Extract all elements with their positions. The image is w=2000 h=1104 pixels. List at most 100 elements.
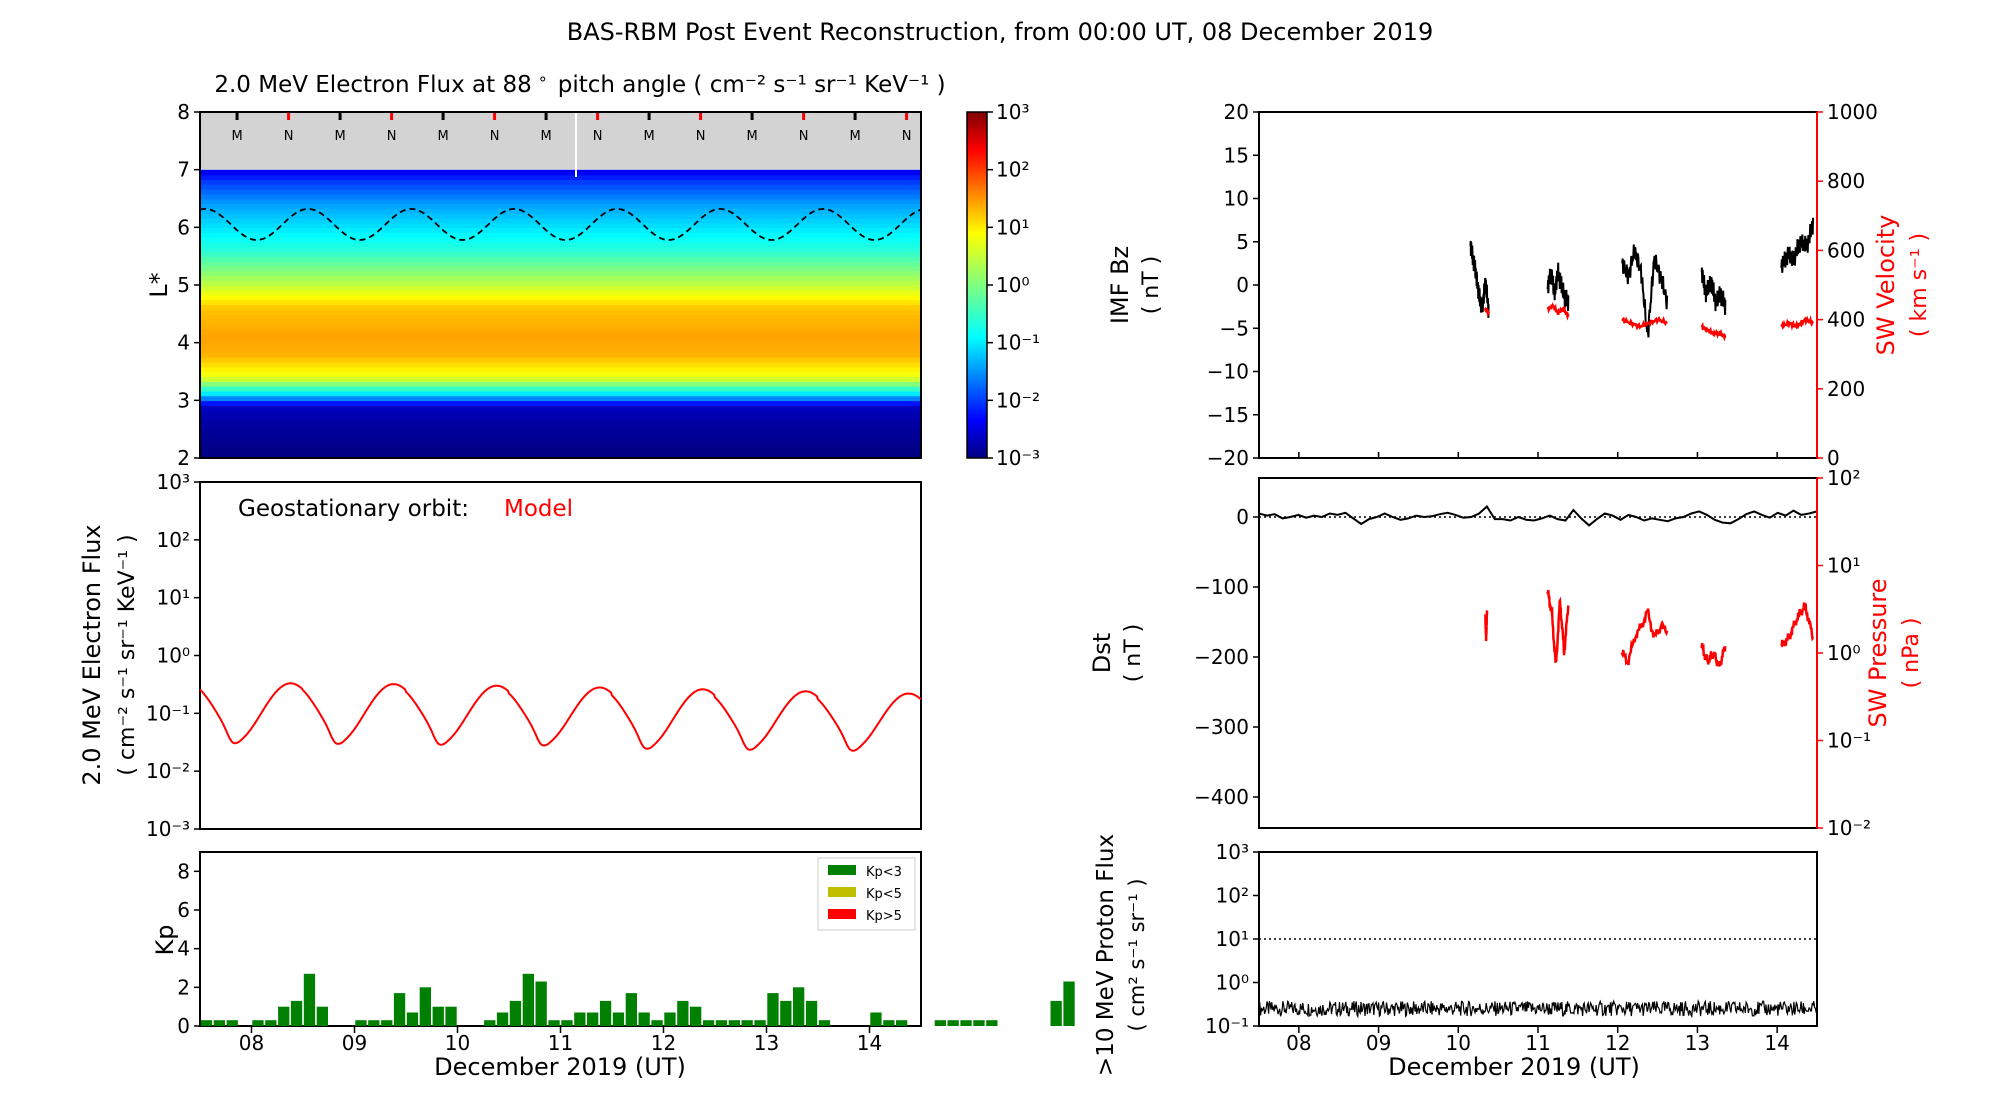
pressure-y-tick-label: 10⁰: [1827, 641, 1860, 665]
proton-axes: [1258, 851, 1818, 1027]
geo-y-tick-label: 10¹: [157, 586, 190, 610]
pressure-y-label-1: SW Pressure: [1864, 578, 1892, 727]
imf-y-label-2: ( nT ): [1139, 256, 1164, 315]
orbit-marker-label: N: [902, 129, 912, 144]
heatmap-row: [200, 280, 921, 286]
velocity-y-tick-label: 0: [1827, 446, 1840, 470]
heatmap-row: [200, 246, 921, 253]
dst-y-label-2: ( nT ): [1121, 624, 1146, 683]
proton-x-tick-label: 12: [1605, 1031, 1630, 1055]
proton-x-tick-label: 13: [1685, 1031, 1710, 1055]
heatmap-row: [200, 342, 921, 349]
heatmap-row: [200, 208, 921, 214]
dst-line: [1258, 504, 1818, 527]
geo-y-tick-label: 10⁻³: [146, 817, 190, 841]
heatmap-row: [200, 352, 921, 358]
orbit-marker-label: M: [334, 129, 345, 144]
colorbar: [966, 111, 988, 459]
heatmap-row: [200, 318, 921, 325]
proton-y-label-2: ( cm² s⁻¹ sr⁻¹ ): [1125, 878, 1149, 1031]
heatmap-row: [200, 169, 921, 176]
kp-y-ticks: 0 2 4 6 8: [177, 859, 200, 1038]
heatmap-row: [200, 261, 921, 267]
pressure-y-label-2: ( nPa ): [1899, 618, 1924, 689]
heatmap-row: [200, 328, 921, 334]
colorbar-tick-label: 10³: [996, 100, 1029, 124]
velocity-y-tick-label: 200: [1827, 377, 1865, 401]
left-x-label: December 2019 (UT): [434, 1053, 686, 1081]
kp-bar: [252, 1020, 264, 1026]
orbit-marker-label: M: [231, 129, 242, 144]
imf-y-label-1: IMF Bz: [1106, 246, 1134, 324]
kp-y-label: Kp: [151, 925, 179, 956]
proton-flux-line: [1258, 999, 1818, 1019]
proton-y-tick-label: 10²: [1216, 884, 1249, 908]
heatmap-row: [200, 333, 921, 339]
velocity-y-label-2: ( km s⁻¹ ): [1907, 233, 1932, 337]
kp-y-tick-label: 2: [177, 975, 190, 999]
heatmap-row: [200, 251, 921, 257]
kp-bar: [484, 1020, 496, 1026]
kp-x-tick-label: 13: [754, 1031, 779, 1055]
orbit-marker-label: N: [696, 129, 706, 144]
orbit-marker-label: N: [387, 129, 397, 144]
heatmap-row: [200, 371, 921, 378]
kp-bar: [638, 1012, 650, 1026]
kp-bar: [522, 973, 534, 1026]
kp-bar: [587, 1012, 599, 1026]
imf-x-minor-ticks: [1298, 452, 1778, 458]
pressure-y-tick-label: 10²: [1827, 466, 1860, 490]
heatmap-row: [200, 241, 921, 248]
kp-legend-label-1: Kp<5: [866, 887, 902, 902]
imf-y-tick-label: −15: [1207, 403, 1249, 427]
dst-y-tick-label: −400: [1194, 785, 1249, 809]
kp-bar: [432, 1006, 444, 1026]
heatmap-row: [200, 227, 921, 233]
kp-x-tick-label: 08: [239, 1031, 264, 1055]
proton-y-ticks: 10³ 10² 10¹ 10⁰ 10⁻¹: [1205, 840, 1259, 1038]
kp-bar: [934, 1020, 946, 1026]
geo-y-label-1: 2.0 MeV Electron Flux: [78, 524, 106, 785]
kp-bar: [496, 1012, 509, 1026]
heatmap-row: [200, 299, 921, 305]
heatmap-row: [200, 217, 921, 224]
sw-pressure-segment: [1620, 608, 1669, 666]
heatmap-row: [200, 434, 921, 440]
kp-bar: [973, 1020, 985, 1026]
imf-y-tick-label: 0: [1236, 273, 1249, 297]
heatmap-row: [200, 265, 921, 272]
proton-x-tick-label: 10: [1446, 1031, 1471, 1055]
heatmap-row: [200, 285, 921, 291]
kp-bar: [728, 1020, 740, 1026]
dst-y-tick-label: 0: [1236, 505, 1249, 529]
geo-flux-axes: [199, 481, 922, 830]
imf-y-tick-label: 15: [1224, 143, 1249, 167]
kp-bar: [406, 1012, 419, 1026]
kp-legend-label-2: Kp>5: [866, 909, 902, 924]
kp-bar: [599, 1000, 612, 1026]
heatmap-row: [200, 438, 921, 445]
heatmap-row: [200, 347, 921, 354]
flux-y-ticks: 2 3 4 5 6 7 8: [177, 100, 200, 470]
geo-label-model: Model: [504, 496, 573, 522]
heatmap-row: [200, 212, 921, 219]
heatmap-row: [200, 275, 921, 281]
kp-bar: [355, 1020, 367, 1026]
kp-legend: Kp<3 Kp<5 Kp>5: [817, 857, 916, 931]
kp-bar: [548, 1020, 560, 1026]
kp-bar: [960, 1020, 972, 1026]
orbit-marker-label: M: [437, 129, 448, 144]
kp-bar: [664, 1012, 676, 1026]
sw-pressure-segment: [1700, 642, 1727, 667]
colorbar-tick-label: 10⁰: [996, 273, 1029, 297]
proton-y-tick-label: 10¹: [1216, 927, 1249, 951]
heatmap-row: [200, 232, 921, 238]
imf-bz-segment: [1621, 244, 1669, 338]
kp-bar: [1063, 981, 1075, 1026]
sw-pressure-lines: [1484, 589, 1815, 667]
colorbar-ticks: 10³ 10² 10¹ 10⁰ 10⁻¹ 10⁻² 10⁻³: [987, 100, 1040, 470]
pressure-y-tick-label: 10⁻¹: [1827, 729, 1871, 753]
flux-panel-title: 2.0 MeV Electron Flux at 88 ∘ pitch angle …: [214, 69, 945, 98]
velocity-y-ticks: 1000 800 600 400 200 0: [1816, 100, 1878, 470]
pressure-y-tick-label: 10¹: [1827, 554, 1860, 578]
